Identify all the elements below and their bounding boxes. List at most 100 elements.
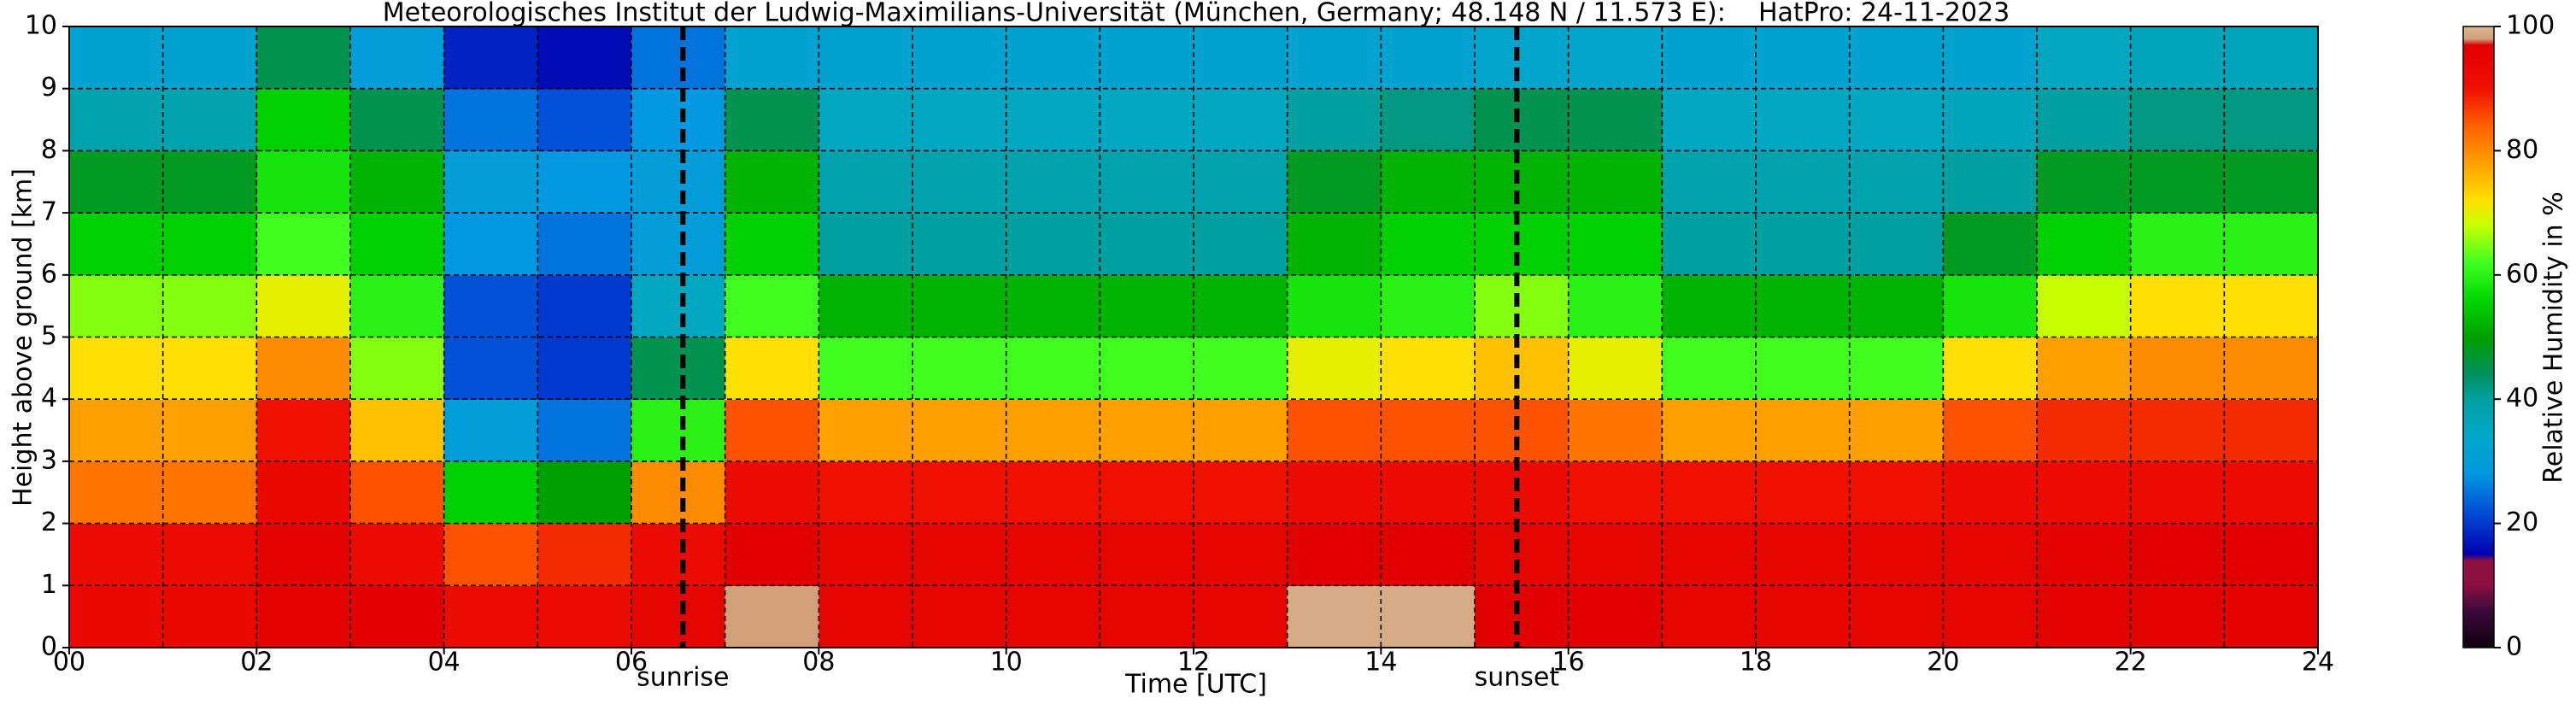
cell bbox=[1568, 337, 1663, 400]
cell bbox=[1849, 274, 1944, 338]
cell bbox=[725, 26, 819, 90]
cell bbox=[2130, 461, 2225, 525]
cell bbox=[1568, 274, 1663, 338]
annotation: sunset bbox=[1475, 663, 1560, 693]
cell bbox=[350, 337, 445, 400]
y-tick-label: 0 bbox=[41, 632, 57, 662]
cell bbox=[819, 274, 913, 338]
cell bbox=[350, 274, 445, 338]
colorbar-tick-label: 20 bbox=[2506, 507, 2538, 537]
cell bbox=[2037, 585, 2132, 648]
cell bbox=[537, 523, 632, 586]
cell bbox=[2130, 213, 2225, 276]
cell bbox=[443, 399, 538, 462]
cell bbox=[1287, 213, 1382, 276]
cell bbox=[1381, 88, 1476, 151]
cell bbox=[2224, 213, 2319, 276]
cell bbox=[1568, 523, 1663, 586]
annotation: sunrise bbox=[637, 663, 729, 693]
cell bbox=[537, 461, 632, 525]
cell bbox=[1100, 399, 1194, 462]
cell bbox=[1662, 399, 1757, 462]
cell bbox=[1100, 150, 1194, 214]
cell bbox=[537, 399, 632, 462]
cell bbox=[1849, 585, 1944, 648]
cell bbox=[69, 150, 164, 214]
cell bbox=[2037, 274, 2132, 338]
cell bbox=[69, 585, 164, 648]
cell bbox=[1943, 150, 2038, 214]
cell bbox=[162, 88, 257, 151]
y-tick-label: 6 bbox=[41, 259, 57, 289]
cell bbox=[350, 88, 445, 151]
cell bbox=[537, 274, 632, 338]
cell bbox=[819, 213, 913, 276]
y-tick-label: 2 bbox=[41, 507, 57, 537]
cell bbox=[2037, 337, 2132, 400]
cell bbox=[1006, 213, 1100, 276]
cell bbox=[1006, 274, 1100, 338]
x-tick-label: 06 bbox=[615, 648, 648, 678]
cell bbox=[69, 523, 164, 586]
cell bbox=[631, 337, 726, 400]
x-tick-label: 22 bbox=[2115, 648, 2147, 678]
cell bbox=[2224, 26, 2319, 90]
cell bbox=[912, 26, 1007, 90]
cell bbox=[2130, 150, 2225, 214]
cell bbox=[1287, 88, 1382, 151]
cell bbox=[443, 213, 538, 276]
cell bbox=[631, 274, 726, 338]
x-tick-label: 16 bbox=[1552, 648, 1585, 678]
cell bbox=[725, 213, 819, 276]
cell bbox=[256, 88, 351, 151]
cell bbox=[256, 213, 351, 276]
cell bbox=[631, 213, 726, 276]
cell bbox=[1849, 399, 1944, 462]
cell bbox=[2037, 213, 2132, 276]
cell bbox=[350, 461, 445, 525]
cell bbox=[1662, 461, 1757, 525]
cell bbox=[1006, 150, 1100, 214]
cell bbox=[1475, 337, 1570, 400]
cell bbox=[1849, 523, 1944, 586]
colorbar-tick-label: 60 bbox=[2506, 259, 2538, 289]
cell bbox=[631, 399, 726, 462]
cell bbox=[1568, 585, 1663, 648]
cell bbox=[1006, 585, 1100, 648]
cell bbox=[1381, 26, 1476, 90]
cell bbox=[1662, 274, 1757, 338]
cell bbox=[819, 399, 913, 462]
chart-title: Meteorologisches Institut der Ludwig-Max… bbox=[383, 0, 2010, 28]
cell bbox=[2130, 274, 2225, 338]
cell bbox=[443, 150, 538, 214]
cell bbox=[2224, 585, 2319, 648]
cell bbox=[69, 461, 164, 525]
cell bbox=[912, 274, 1007, 338]
cell bbox=[1475, 523, 1570, 586]
cell bbox=[1756, 585, 1851, 648]
cell bbox=[1756, 213, 1851, 276]
cell bbox=[1943, 337, 2038, 400]
cell bbox=[631, 461, 726, 525]
cell bbox=[2130, 26, 2225, 90]
x-tick-label: 08 bbox=[802, 648, 835, 678]
cell bbox=[1943, 274, 2038, 338]
cell bbox=[912, 399, 1007, 462]
x-tick-label: 12 bbox=[1177, 648, 1210, 678]
cell bbox=[1100, 274, 1194, 338]
cell bbox=[1943, 26, 2038, 90]
cell bbox=[1006, 523, 1100, 586]
cell bbox=[1100, 461, 1194, 525]
cell bbox=[2130, 88, 2225, 151]
cell bbox=[912, 150, 1007, 214]
y-tick-label: 8 bbox=[41, 135, 57, 165]
cell bbox=[1662, 26, 1757, 90]
y-tick-label: 3 bbox=[41, 445, 57, 475]
cell bbox=[256, 274, 351, 338]
cell bbox=[1662, 213, 1757, 276]
cell bbox=[1287, 399, 1382, 462]
cell bbox=[912, 523, 1007, 586]
cell bbox=[1475, 274, 1570, 338]
cell bbox=[1849, 88, 1944, 151]
cell bbox=[2037, 88, 2132, 151]
